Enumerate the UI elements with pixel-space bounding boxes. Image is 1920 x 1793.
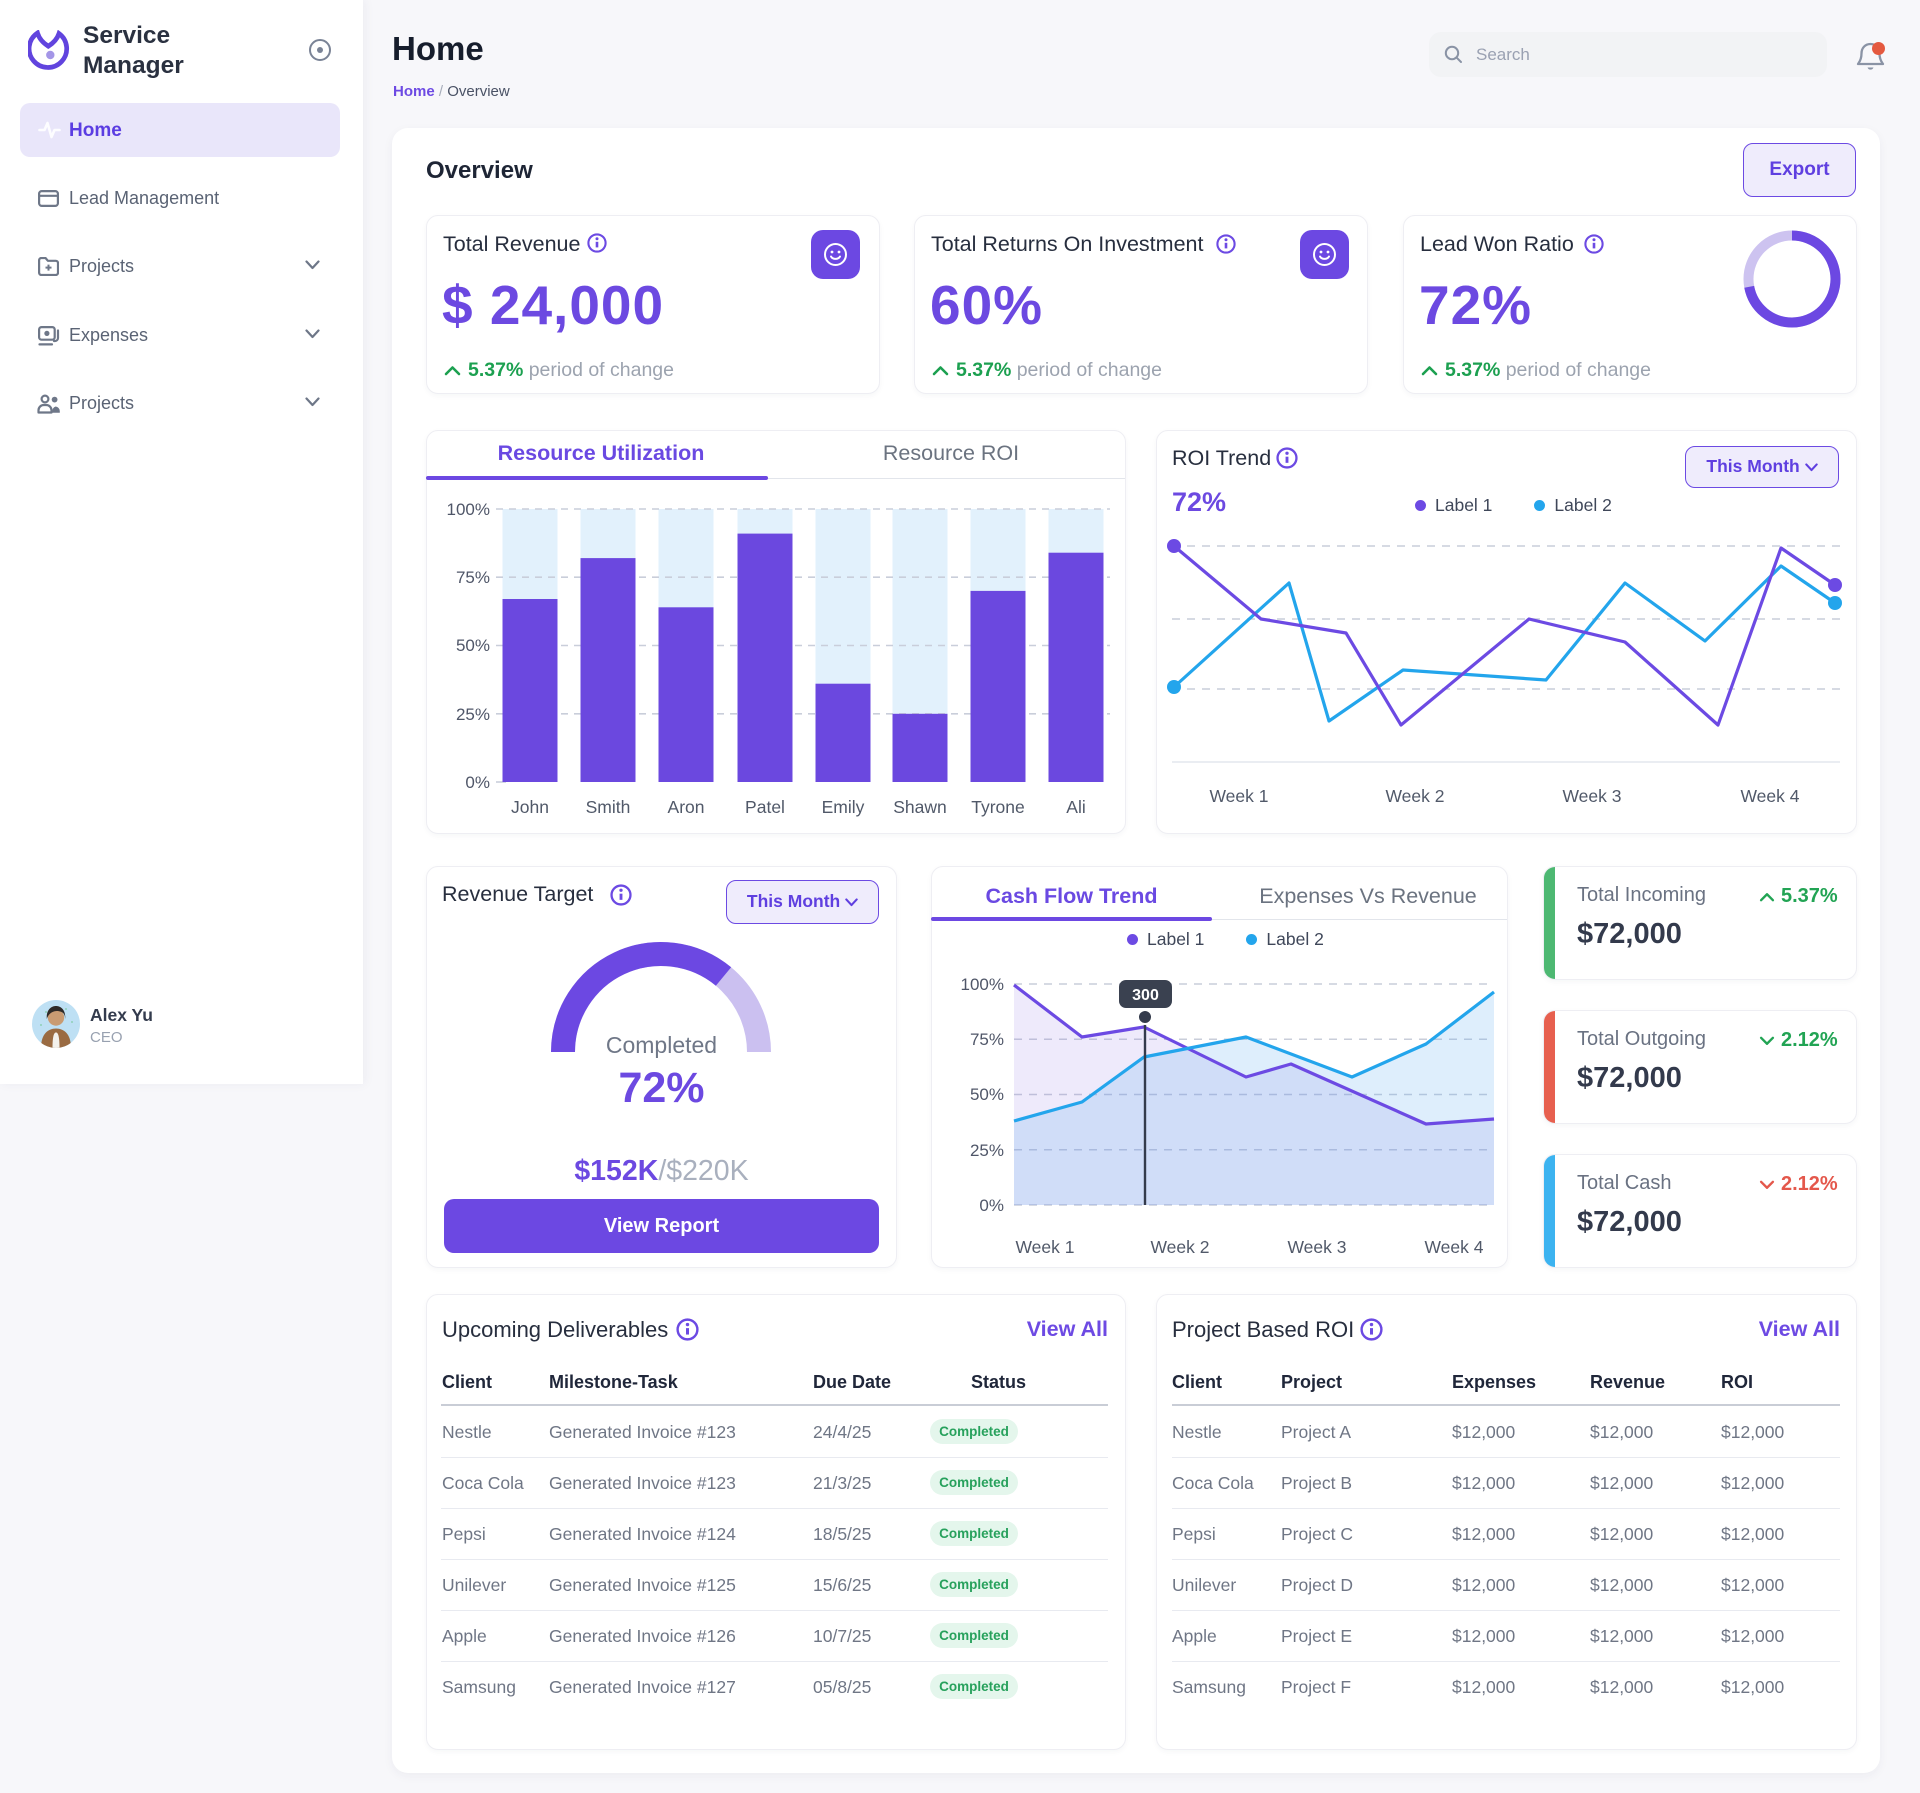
svg-text:0%: 0% [979, 1196, 1004, 1215]
svg-text:Patel: Patel [745, 797, 785, 817]
svg-text:100%: 100% [961, 975, 1004, 994]
svg-text:Emily: Emily [822, 797, 865, 817]
svg-text:Week 4: Week 4 [1424, 1237, 1483, 1257]
svg-text:Smith: Smith [586, 797, 631, 817]
svg-text:25%: 25% [456, 705, 490, 724]
svg-text:50%: 50% [970, 1085, 1004, 1104]
svg-text:75%: 75% [970, 1030, 1004, 1049]
svg-text:Week 4: Week 4 [1740, 786, 1799, 806]
svg-text:100%: 100% [447, 500, 490, 519]
svg-text:Shawn: Shawn [893, 797, 947, 817]
svg-text:75%: 75% [456, 568, 490, 587]
svg-text:Week 1: Week 1 [1015, 1237, 1074, 1257]
svg-text:Week 3: Week 3 [1287, 1237, 1346, 1257]
svg-text:0%: 0% [465, 773, 490, 792]
svg-text:Tyrone: Tyrone [971, 797, 1025, 817]
svg-text:Aron: Aron [668, 797, 705, 817]
svg-text:Ali: Ali [1066, 797, 1085, 817]
svg-text:50%: 50% [456, 636, 490, 655]
svg-text:300: 300 [1132, 987, 1159, 1004]
svg-text:John: John [511, 797, 549, 817]
svg-text:Week 2: Week 2 [1385, 786, 1444, 806]
svg-text:Week 3: Week 3 [1562, 786, 1621, 806]
svg-text:25%: 25% [970, 1141, 1004, 1160]
svg-text:Week 1: Week 1 [1209, 786, 1268, 806]
svg-text:Week 2: Week 2 [1150, 1237, 1209, 1257]
